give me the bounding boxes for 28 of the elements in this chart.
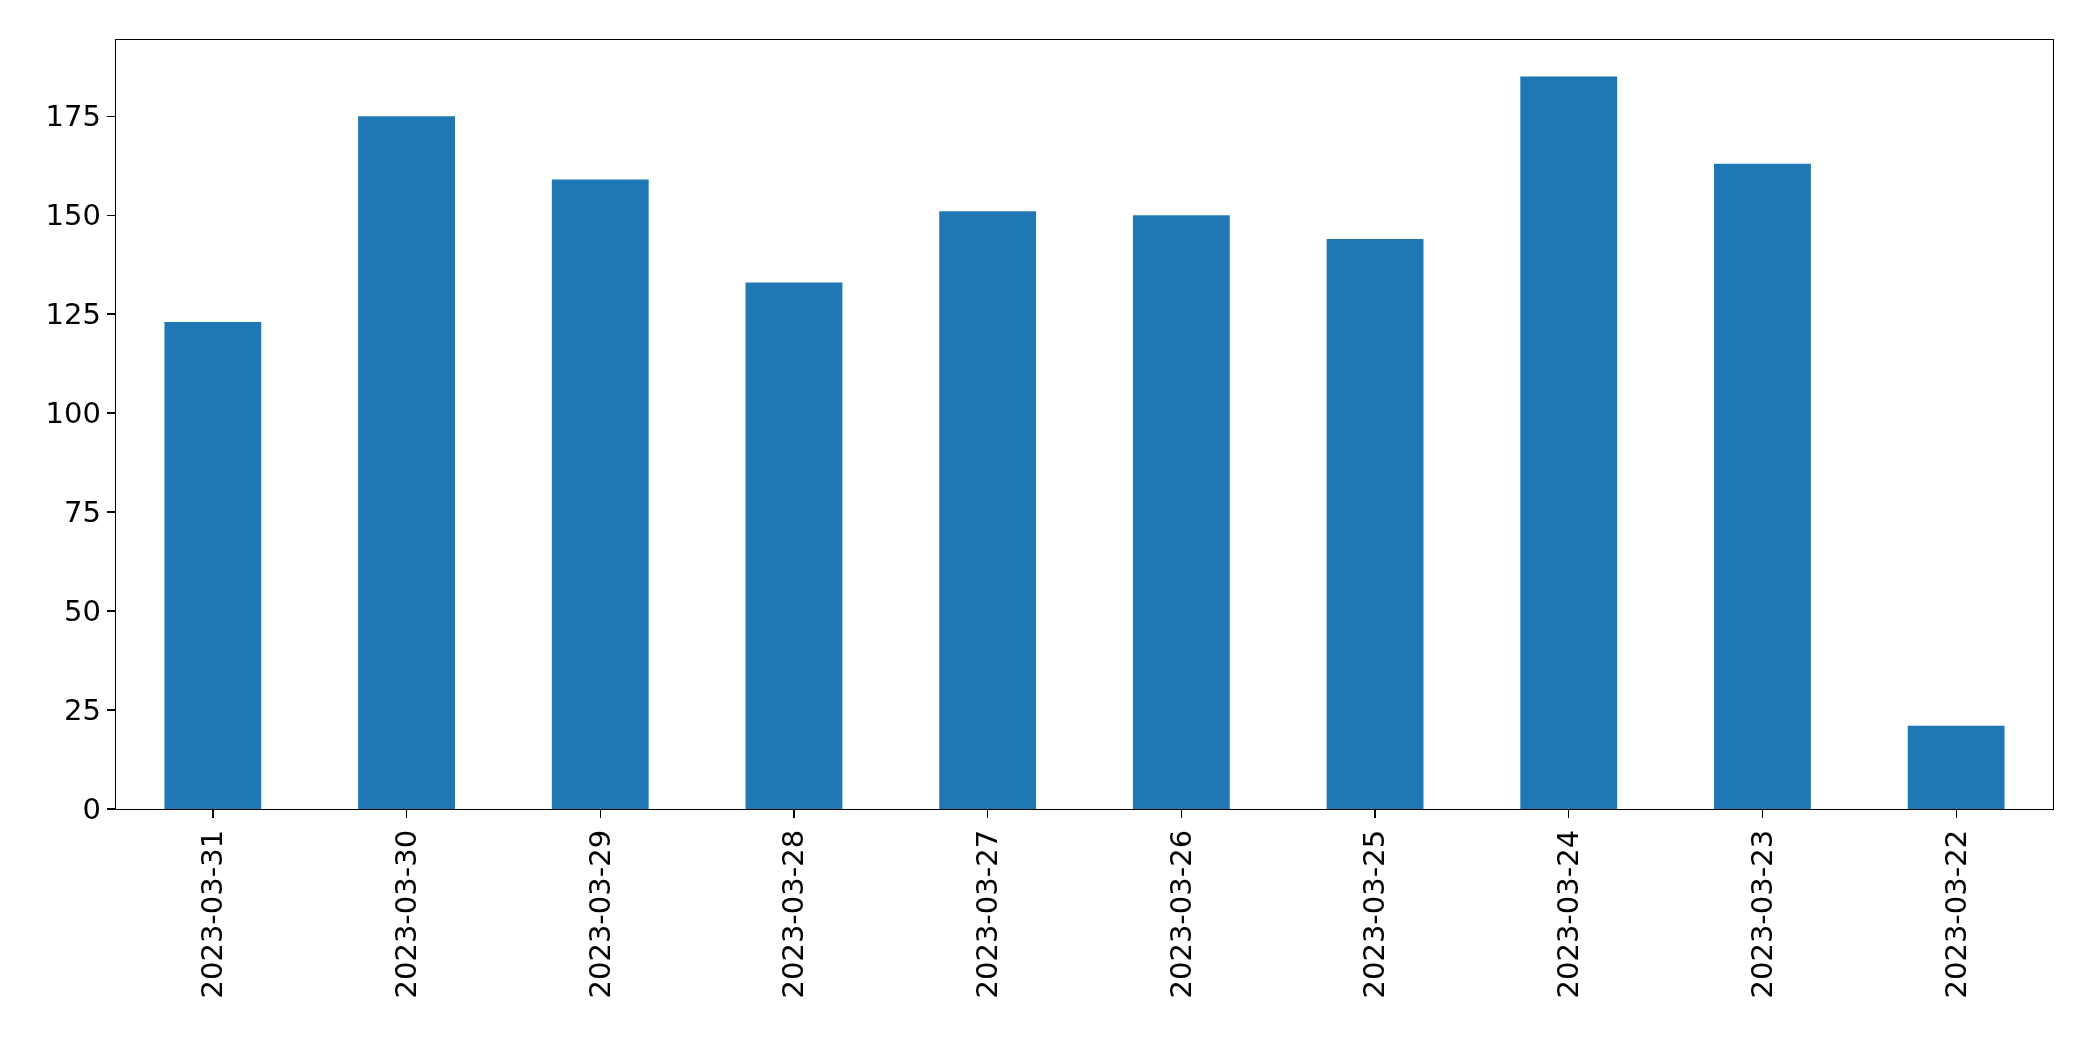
bar [358, 116, 455, 809]
x-tick-label: 2023-03-31 [195, 829, 230, 999]
bar [1907, 725, 2005, 809]
bar [1714, 163, 1811, 809]
x-tick-label: 2023-03-29 [582, 829, 617, 999]
bar [1520, 76, 1618, 809]
y-tick-label: 50 [63, 594, 101, 629]
y-tick-label: 100 [45, 396, 101, 431]
bar [551, 179, 649, 809]
bar [745, 282, 843, 809]
x-tick-label: 2023-03-24 [1551, 829, 1586, 999]
y-tick-label: 25 [63, 693, 101, 728]
bar [1326, 238, 1424, 809]
bar [939, 211, 1037, 809]
x-tick-label: 2023-03-27 [970, 829, 1005, 999]
y-tick-label: 175 [45, 99, 101, 134]
y-tick-label: 75 [63, 495, 101, 530]
x-tick-label: 2023-03-30 [388, 829, 423, 999]
bar [164, 322, 262, 809]
y-tick-label: 150 [45, 198, 101, 233]
x-tick-label: 2023-03-25 [1357, 829, 1392, 999]
bar [1132, 215, 1230, 809]
x-tick-label: 2023-03-22 [1938, 829, 1973, 999]
y-tick-label: 0 [82, 792, 101, 827]
x-tick-label: 2023-03-26 [1163, 829, 1198, 999]
x-tick-label: 2023-03-23 [1744, 829, 1779, 999]
y-tick-label: 125 [45, 297, 101, 332]
x-tick-label: 2023-03-28 [776, 829, 811, 999]
